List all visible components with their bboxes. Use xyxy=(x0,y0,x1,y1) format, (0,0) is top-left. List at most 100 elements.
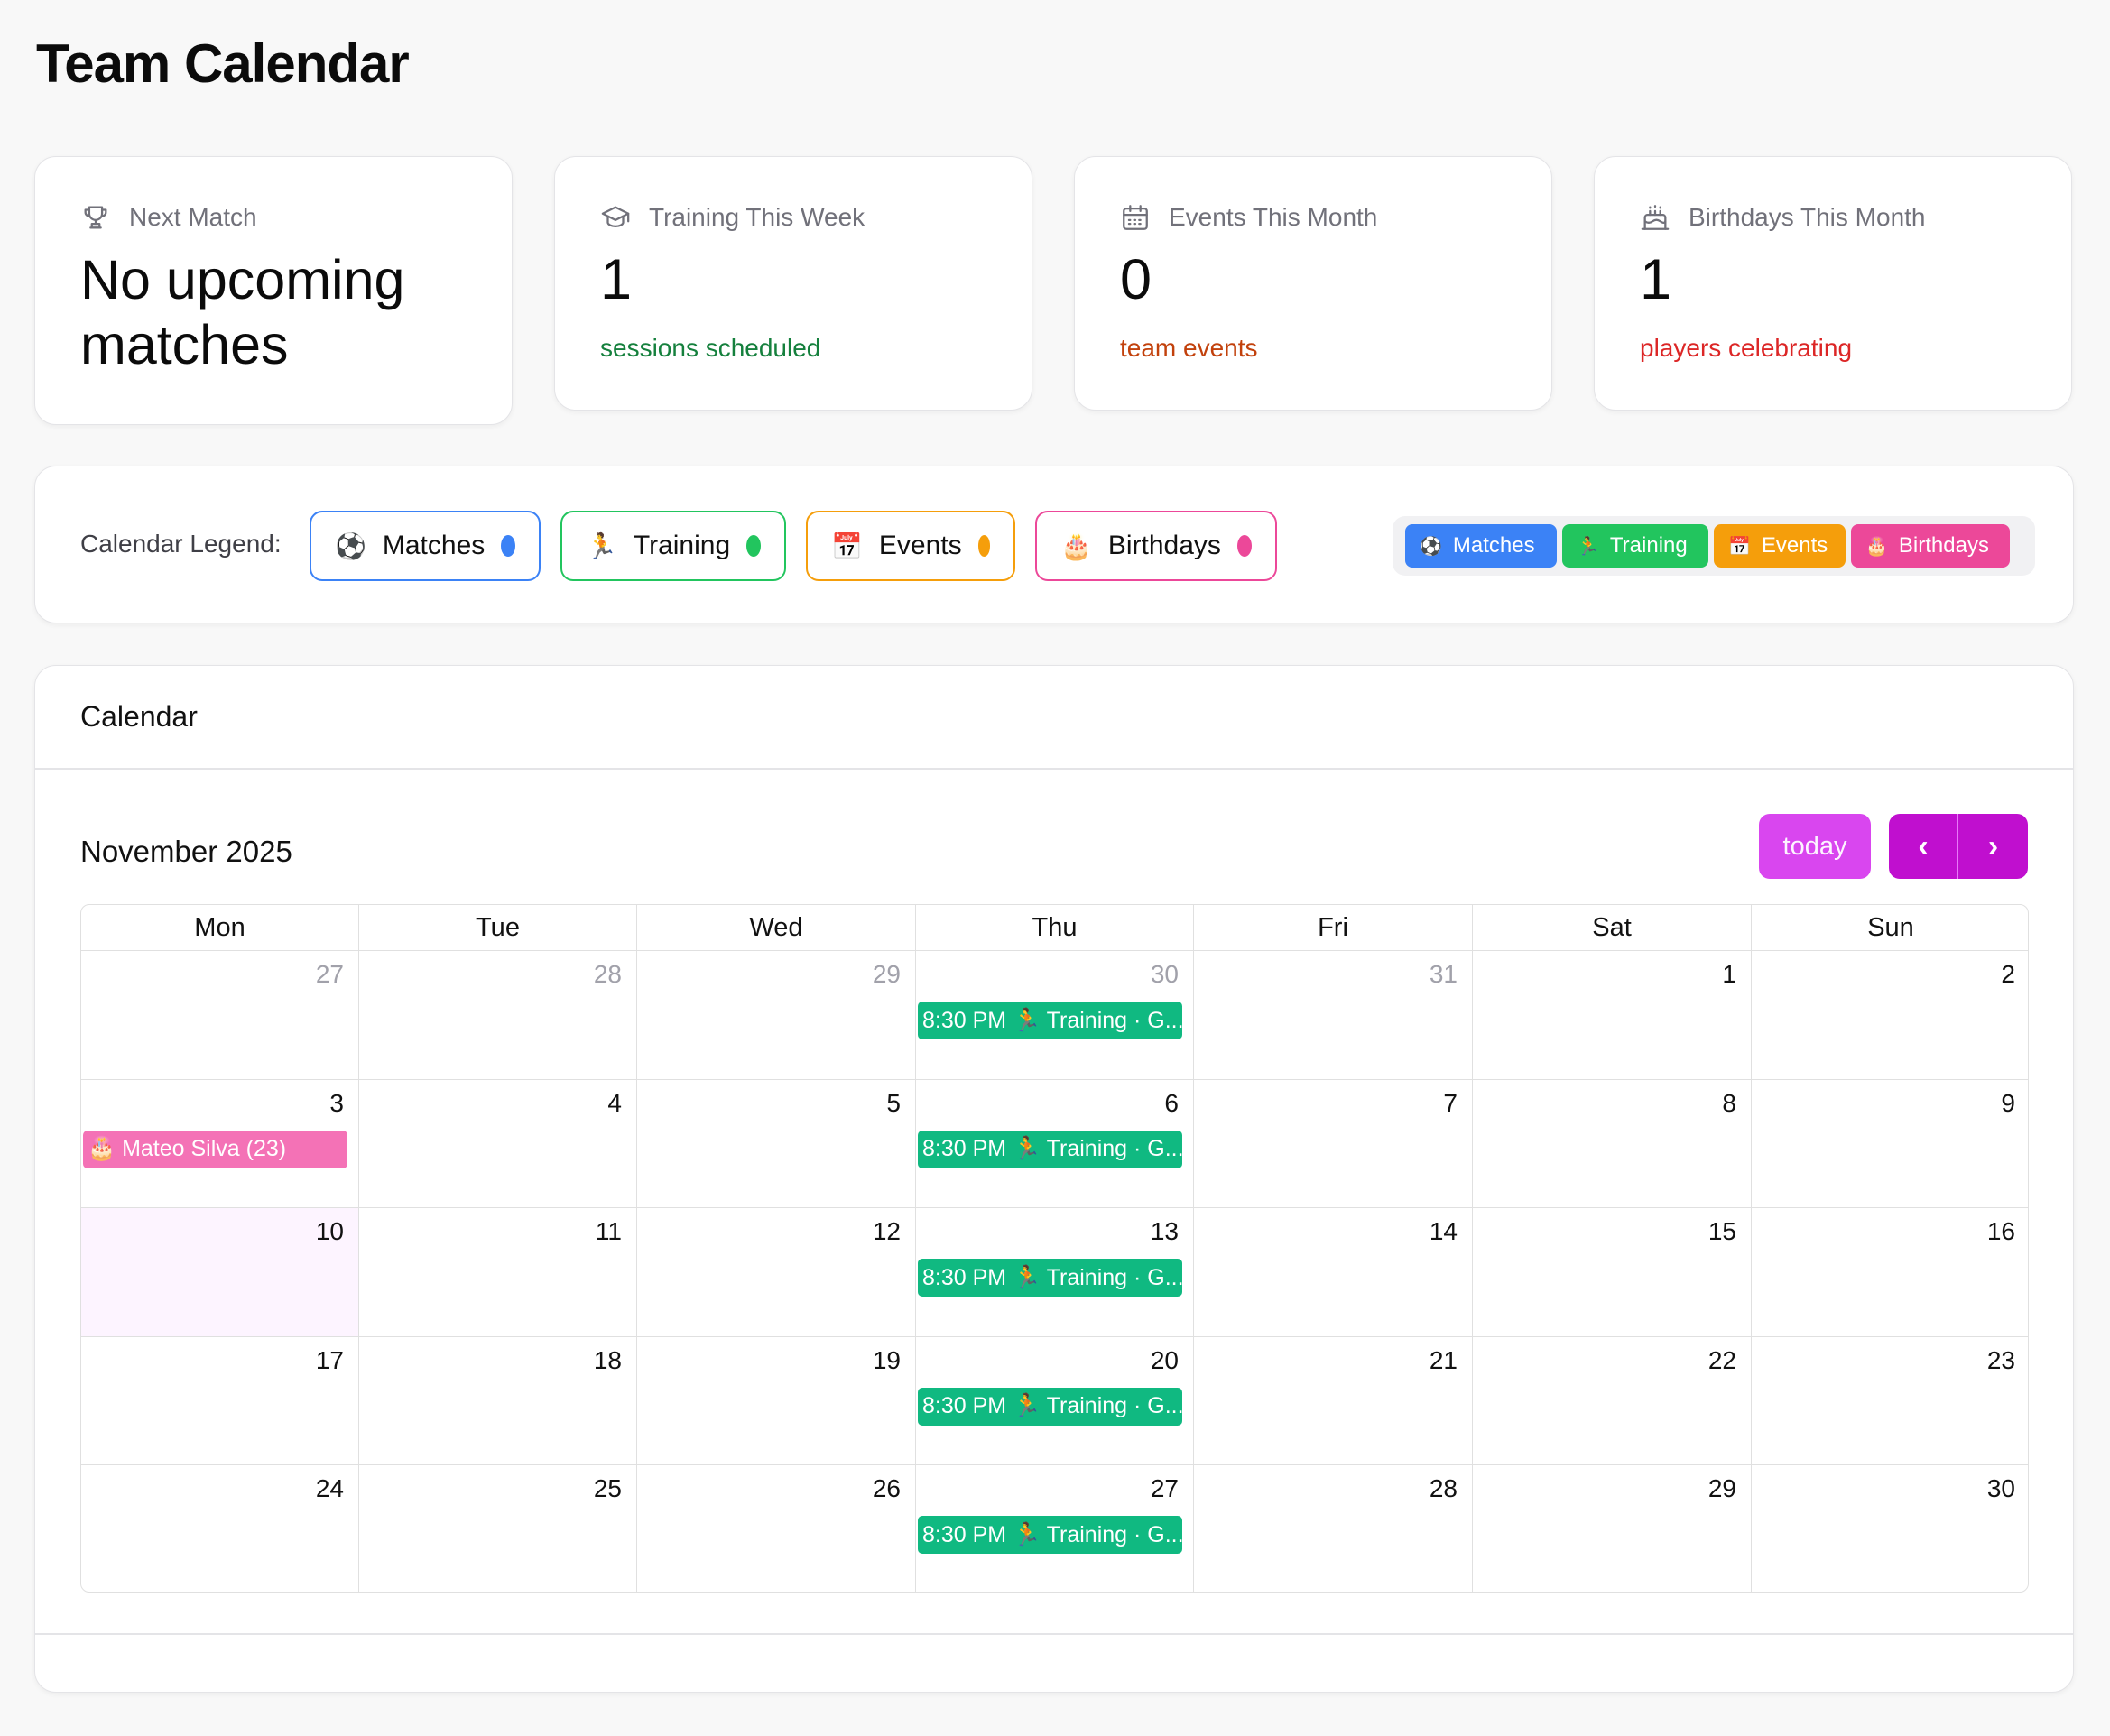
day-number[interactable]: 7 xyxy=(1443,1088,1458,1117)
day-cell[interactable]: 27 8:30 PM 🏃 Training · G... xyxy=(916,1464,1194,1592)
day-number[interactable]: 30 xyxy=(1150,960,1179,988)
mini-legend-matches: ⚽ Matches xyxy=(1405,524,1557,568)
events-card: Events This Month 0 team events xyxy=(1074,156,1552,411)
day-number[interactable]: 23 xyxy=(1986,1345,2015,1374)
day-cell[interactable]: 21 xyxy=(1194,1335,1473,1465)
day-cell[interactable]: 22 xyxy=(1473,1335,1752,1465)
day-number[interactable]: 16 xyxy=(1986,1217,2015,1246)
day-cell[interactable]: 29 xyxy=(1473,1464,1752,1592)
day-number[interactable]: 29 xyxy=(1707,1474,1736,1503)
chip-label: Birthdays xyxy=(1107,531,1221,560)
day-cell[interactable]: 30 8:30 PM 🏃 Training · G... xyxy=(916,950,1194,1079)
day-cell[interactable]: 15 xyxy=(1473,1207,1752,1336)
day-cell[interactable]: 28 xyxy=(1194,1464,1473,1592)
day-cell[interactable]: 27 xyxy=(81,950,359,1079)
day-cell[interactable]: 16 xyxy=(1752,1207,2028,1336)
day-number[interactable]: 3 xyxy=(329,1088,344,1117)
day-number[interactable]: 28 xyxy=(593,960,622,988)
day-cell[interactable]: 23 xyxy=(1752,1335,2028,1465)
day-cell[interactable]: 6 8:30 PM 🏃 Training · G... xyxy=(916,1078,1194,1208)
day-number[interactable]: 6 xyxy=(1164,1088,1179,1117)
day-number[interactable]: 9 xyxy=(2001,1088,2015,1117)
day-cell[interactable]: 25 xyxy=(359,1464,637,1592)
day-number[interactable]: 24 xyxy=(315,1474,344,1503)
stat-value: No upcoming matches xyxy=(80,249,405,375)
legend-chip-training[interactable]: 🏃 Training xyxy=(560,511,786,581)
birthdays-card: Birthdays This Month 1 players celebrati… xyxy=(1594,156,2072,411)
training-event[interactable]: 8:30 PM 🏃 Training · G... xyxy=(918,1259,1182,1297)
day-number[interactable]: 1 xyxy=(1722,960,1736,988)
green-dot-icon xyxy=(746,535,761,557)
stat-sub: players celebrating xyxy=(1640,334,1853,362)
next-month-button[interactable]: › xyxy=(1958,814,2028,879)
day-number[interactable]: 22 xyxy=(1707,1345,1736,1374)
training-event[interactable]: 8:30 PM 🏃 Training · G... xyxy=(918,1130,1182,1168)
day-cell[interactable]: 13 8:30 PM 🏃 Training · G... xyxy=(916,1207,1194,1336)
stat-header: Next Match xyxy=(80,202,257,233)
mini-label: Birthdays xyxy=(1898,533,1989,558)
legend-chip-matches[interactable]: ⚽ Matches xyxy=(310,511,541,581)
day-number[interactable]: 12 xyxy=(872,1217,901,1246)
day-number[interactable]: 21 xyxy=(1429,1345,1458,1374)
day-number[interactable]: 27 xyxy=(315,960,344,988)
day-cell[interactable]: 4 xyxy=(359,1078,637,1208)
day-cell[interactable]: 20 8:30 PM 🏃 Training · G... xyxy=(916,1335,1194,1465)
day-cell[interactable]: 18 xyxy=(359,1335,637,1465)
day-cell[interactable]: 11 xyxy=(359,1207,637,1336)
mini-legend-events: 📅 Events xyxy=(1714,524,1846,568)
day-number[interactable]: 14 xyxy=(1429,1217,1458,1246)
day-number[interactable]: 15 xyxy=(1707,1217,1736,1246)
day-cell[interactable]: 3 🎂 Mateo Silva (23) xyxy=(81,1078,359,1208)
day-number[interactable]: 10 xyxy=(315,1217,344,1246)
day-number[interactable]: 8 xyxy=(1722,1088,1736,1117)
legend-chip-birthdays[interactable]: 🎂 Birthdays xyxy=(1035,511,1277,581)
birthday-event[interactable]: 🎂 Mateo Silva (23) xyxy=(83,1130,347,1168)
day-cell[interactable]: 9 xyxy=(1752,1078,2028,1208)
orange-dot-icon xyxy=(977,535,990,557)
day-number[interactable]: 4 xyxy=(607,1088,622,1117)
day-cell[interactable]: 24 xyxy=(81,1464,359,1592)
day-number[interactable]: 2 xyxy=(2001,960,2015,988)
today-button[interactable]: today xyxy=(1759,814,1871,879)
day-number[interactable]: 11 xyxy=(595,1217,622,1246)
day-cell[interactable]: 7 xyxy=(1194,1078,1473,1208)
day-number[interactable]: 20 xyxy=(1150,1345,1179,1374)
day-cell[interactable]: 29 xyxy=(637,950,916,1079)
training-event[interactable]: 8:30 PM 🏃 Training · G... xyxy=(918,1516,1182,1555)
day-number[interactable]: 27 xyxy=(1150,1474,1179,1503)
training-event[interactable]: 8:30 PM 🏃 Training · G... xyxy=(918,1002,1182,1039)
day-number[interactable]: 30 xyxy=(1986,1474,2015,1503)
soccer-ball-icon: ⚽ xyxy=(1420,536,1442,557)
divider xyxy=(35,768,2073,770)
day-cell[interactable]: 8 xyxy=(1473,1078,1752,1208)
day-number[interactable]: 26 xyxy=(872,1474,901,1503)
day-number[interactable]: 29 xyxy=(872,960,901,988)
day-cell[interactable]: 17 xyxy=(81,1335,359,1465)
day-number[interactable]: 17 xyxy=(315,1345,344,1374)
next-match-card: Next Match No upcoming matches xyxy=(34,156,513,425)
day-cell[interactable]: 5 xyxy=(637,1078,916,1208)
day-cell[interactable]: 1 xyxy=(1473,950,1752,1079)
day-cell[interactable]: 10 xyxy=(81,1207,359,1336)
day-number[interactable]: 5 xyxy=(886,1088,901,1117)
month-title: November 2025 xyxy=(80,835,292,868)
training-event[interactable]: 8:30 PM 🏃 Training · G... xyxy=(918,1387,1182,1426)
day-cell[interactable]: 2 xyxy=(1752,950,2028,1079)
day-number[interactable]: 25 xyxy=(593,1474,622,1503)
prev-month-button[interactable]: ‹ xyxy=(1889,814,1958,879)
day-number[interactable]: 28 xyxy=(1429,1474,1458,1503)
day-cell[interactable]: 28 xyxy=(359,950,637,1079)
day-number[interactable]: 19 xyxy=(872,1345,901,1374)
day-cell[interactable]: 19 xyxy=(637,1335,916,1465)
day-cell[interactable]: 30 xyxy=(1752,1464,2028,1592)
day-number[interactable]: 31 xyxy=(1429,960,1458,988)
day-cell[interactable]: 31 xyxy=(1194,950,1473,1079)
day-cell[interactable]: 12 xyxy=(637,1207,916,1336)
runner-icon: 🏃 xyxy=(1577,536,1599,557)
day-number[interactable]: 18 xyxy=(593,1345,622,1374)
day-cell[interactable]: 14 xyxy=(1194,1207,1473,1336)
legend-chip-events[interactable]: 📅 Events xyxy=(806,511,1015,581)
day-cell[interactable]: 26 xyxy=(637,1464,916,1592)
day-number[interactable]: 13 xyxy=(1150,1217,1179,1246)
cake-emoji-icon: 🎂 xyxy=(1865,536,1888,557)
